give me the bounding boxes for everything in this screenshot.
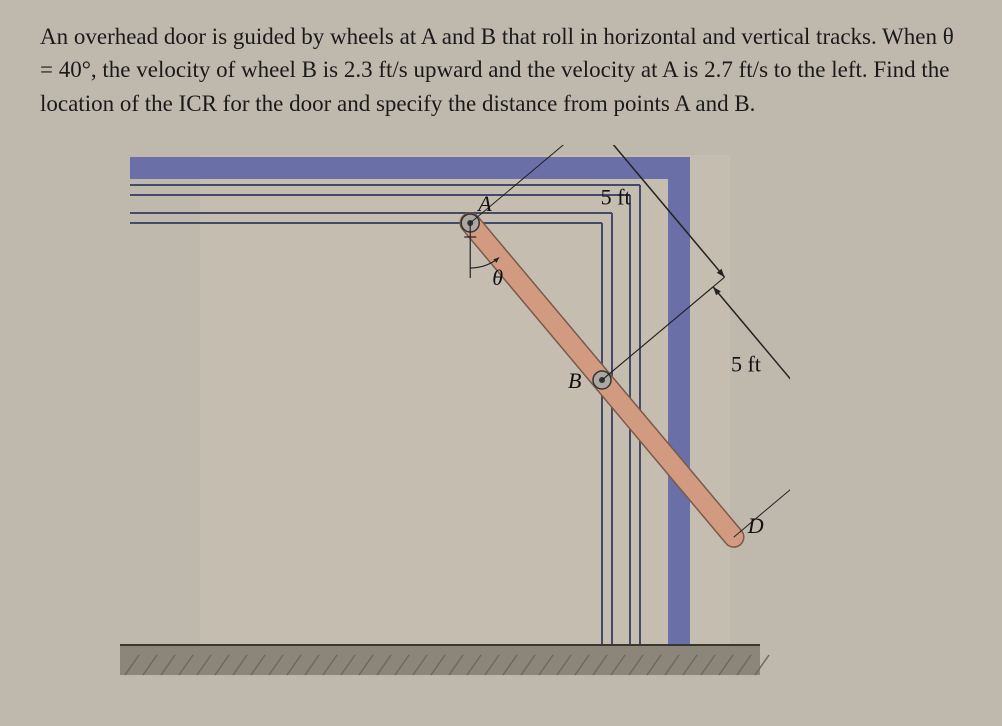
figure-container: 5 ft 5 ft A B Dθ — [80, 145, 962, 705]
door-diagram: 5 ft 5 ft A B Dθ — [80, 145, 790, 705]
dim-bd-label: 5 ft — [731, 351, 761, 376]
label-a: A — [476, 191, 492, 216]
problem-statement: An overhead door is guided by wheels at … — [40, 20, 962, 120]
label-theta: θ — [492, 265, 503, 290]
dim-ab-label: 5 ft — [601, 185, 631, 210]
page: An overhead door is guided by wheels at … — [0, 0, 1002, 725]
label-b: B — [568, 368, 581, 393]
label-d: D — [747, 513, 764, 538]
